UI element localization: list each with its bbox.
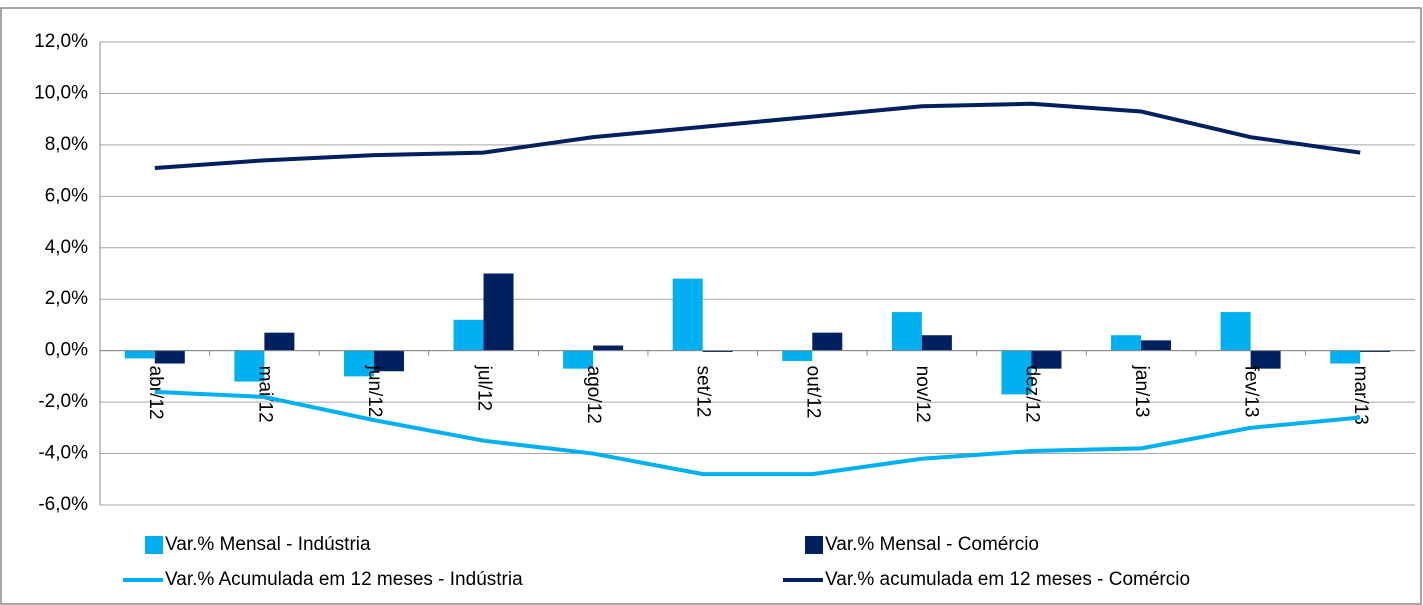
legend-label: Var.% Acumulada em 12 meses - Indústria: [165, 569, 523, 590]
x-tick-label: ago/12: [583, 366, 604, 424]
bar: [1330, 350, 1361, 364]
legend-label: Var.% Mensal - Comércio: [825, 534, 1039, 555]
bar: [343, 350, 374, 377]
x-tick-label: fev/13: [1241, 366, 1262, 418]
legend-swatch: [805, 536, 823, 554]
bar: [1111, 335, 1142, 351]
x-tick-label: mar/13: [1350, 366, 1371, 425]
x-tick-label: nov/12: [912, 366, 933, 423]
x-tick-label: out/12: [802, 366, 823, 419]
legend-label: Var.% Mensal - Indústria: [165, 534, 371, 555]
x-tick-label: jul/12: [474, 365, 495, 411]
y-tick-label: -6,0%: [38, 494, 88, 515]
bar: [1031, 350, 1062, 369]
bar: [812, 332, 843, 351]
x-tick-label: jan/13: [1131, 365, 1152, 418]
bar: [1141, 340, 1172, 351]
chart-border: [0, 7, 1422, 605]
bar: [1250, 350, 1281, 369]
x-tick-label: dez/12: [1021, 366, 1042, 423]
bar: [563, 350, 594, 369]
bar: [373, 350, 404, 372]
x-tick-label: set/12: [693, 366, 714, 418]
bar: [782, 350, 813, 361]
x-tick-label: jun/12: [364, 365, 385, 418]
bar: [1001, 350, 1032, 395]
bar: [154, 350, 185, 364]
bar: [483, 273, 514, 351]
bar: [672, 278, 703, 351]
legend-label: Var.% acumulada em 12 meses - Comércio: [825, 569, 1190, 590]
bar: [124, 350, 155, 359]
x-tick-label: mai/12: [254, 366, 275, 423]
y-tick-label: 10,0%: [34, 82, 88, 103]
bar: [453, 319, 484, 351]
bar: [891, 312, 922, 351]
line-series: [154, 101, 1361, 171]
y-tick-label: 8,0%: [45, 134, 88, 155]
bar: [234, 350, 265, 382]
bar: [1360, 350, 1391, 352]
y-tick-label: 0,0%: [45, 340, 88, 361]
bar: [1220, 312, 1251, 351]
y-tick-label: -4,0%: [38, 443, 88, 464]
y-tick-label: 2,0%: [45, 288, 88, 309]
bar: [264, 332, 295, 351]
bar: [921, 335, 952, 351]
y-tick-label: 4,0%: [45, 237, 88, 258]
legend-swatch: [145, 536, 163, 554]
line-series: [154, 389, 1361, 477]
y-tick-label: -2,0%: [38, 391, 88, 412]
y-tick-label: 12,0%: [34, 31, 88, 52]
bar: [702, 350, 733, 352]
y-tick-label: 6,0%: [45, 185, 88, 206]
bar: [593, 345, 624, 351]
